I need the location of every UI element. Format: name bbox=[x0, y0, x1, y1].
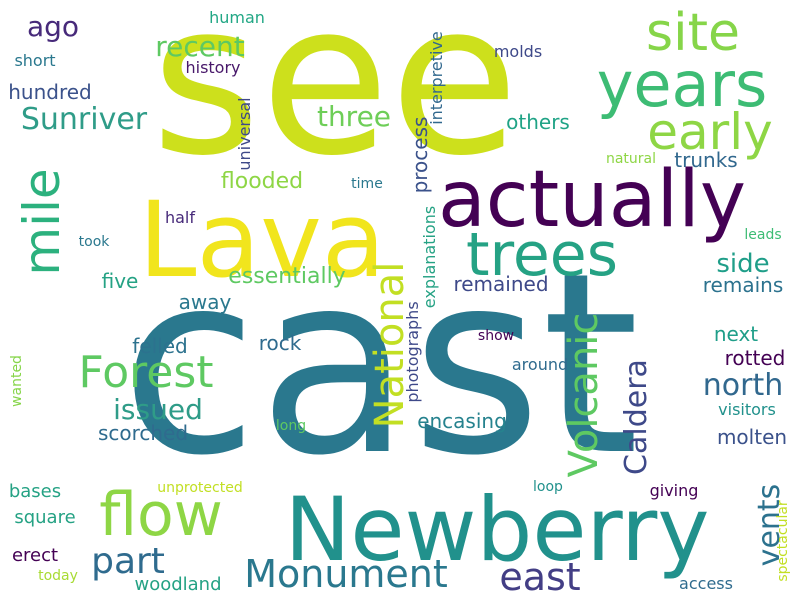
word-rotted: rotted bbox=[724, 346, 786, 370]
word-trunks: trunks bbox=[674, 148, 738, 172]
word-five: five bbox=[101, 269, 139, 293]
word-process: process bbox=[408, 116, 432, 194]
word-north: north bbox=[702, 368, 784, 403]
word-access: access bbox=[679, 574, 733, 593]
word-felled: felled bbox=[132, 334, 188, 358]
word-caldera: Caldera bbox=[619, 359, 654, 475]
word-three: three bbox=[316, 100, 392, 133]
word-essentially: essentially bbox=[228, 264, 346, 289]
word-volcanic: Volcanic bbox=[561, 312, 607, 478]
word-ago: ago bbox=[26, 10, 80, 43]
word-visitors: visitors bbox=[718, 400, 776, 419]
word-part: part bbox=[91, 541, 165, 582]
word-history: history bbox=[185, 58, 241, 77]
word-molds: molds bbox=[493, 42, 543, 61]
word-cast: cast bbox=[120, 219, 640, 510]
word-forest: Forest bbox=[78, 347, 214, 398]
word-short: short bbox=[14, 51, 56, 70]
word-side: side bbox=[716, 249, 770, 279]
word-sunriver: Sunriver bbox=[20, 102, 148, 137]
word-others: others bbox=[506, 110, 570, 134]
word-mile: mile bbox=[13, 168, 71, 276]
word-scorched: scorched bbox=[97, 421, 189, 445]
word-human: human bbox=[209, 8, 265, 27]
word-half: half bbox=[164, 208, 196, 227]
word-wanted: wanted bbox=[9, 355, 25, 407]
word-around: around bbox=[511, 355, 569, 374]
word-next: next bbox=[713, 322, 759, 346]
word-photographs: photographs bbox=[403, 301, 422, 403]
word-monument: Monument bbox=[244, 552, 448, 596]
word-show: show bbox=[477, 328, 515, 344]
word-remains: remains bbox=[702, 273, 784, 297]
word-trees: trees bbox=[466, 220, 618, 290]
word-long: long bbox=[275, 418, 307, 434]
word-spectacular: spectacular bbox=[775, 500, 791, 582]
word-took: took bbox=[78, 234, 110, 250]
word-unprotected: unprotected bbox=[157, 480, 243, 496]
word-site: site bbox=[646, 3, 740, 63]
word-flooded: flooded bbox=[220, 169, 304, 194]
word-interpretive: interpretive bbox=[427, 31, 446, 125]
word-lava: Lava bbox=[138, 179, 386, 301]
word-newberry: Newberry bbox=[284, 478, 710, 581]
word-flow: flow bbox=[99, 480, 223, 550]
word-remained: remained bbox=[453, 272, 549, 296]
word-time: time bbox=[351, 176, 383, 192]
word-see: see bbox=[151, 0, 519, 202]
word-east: east bbox=[499, 555, 581, 599]
word-woodland: woodland bbox=[134, 574, 222, 595]
word-today: today bbox=[38, 568, 78, 584]
word-erect: erect bbox=[11, 545, 59, 566]
word-square: square bbox=[14, 507, 76, 528]
word-issued: issued bbox=[113, 393, 203, 426]
word-actually: actually bbox=[437, 155, 747, 245]
word-early: early bbox=[647, 103, 773, 161]
word-molten: molten bbox=[716, 425, 788, 449]
word-universal: universal bbox=[235, 97, 254, 171]
word-natural: natural bbox=[605, 151, 657, 167]
word-giving: giving bbox=[649, 481, 699, 500]
word-explanations: explanations bbox=[420, 205, 439, 309]
word-leads: leads bbox=[744, 227, 782, 243]
word-recent: recent bbox=[155, 30, 245, 63]
word-hundred: hundred bbox=[8, 80, 92, 104]
word-loop: loop bbox=[533, 479, 563, 495]
word-bases: bases bbox=[8, 481, 62, 502]
word-encasing: encasing bbox=[417, 409, 507, 433]
word-rock: rock bbox=[258, 331, 302, 355]
word-years: years bbox=[596, 48, 768, 121]
word-away: away bbox=[178, 290, 232, 314]
